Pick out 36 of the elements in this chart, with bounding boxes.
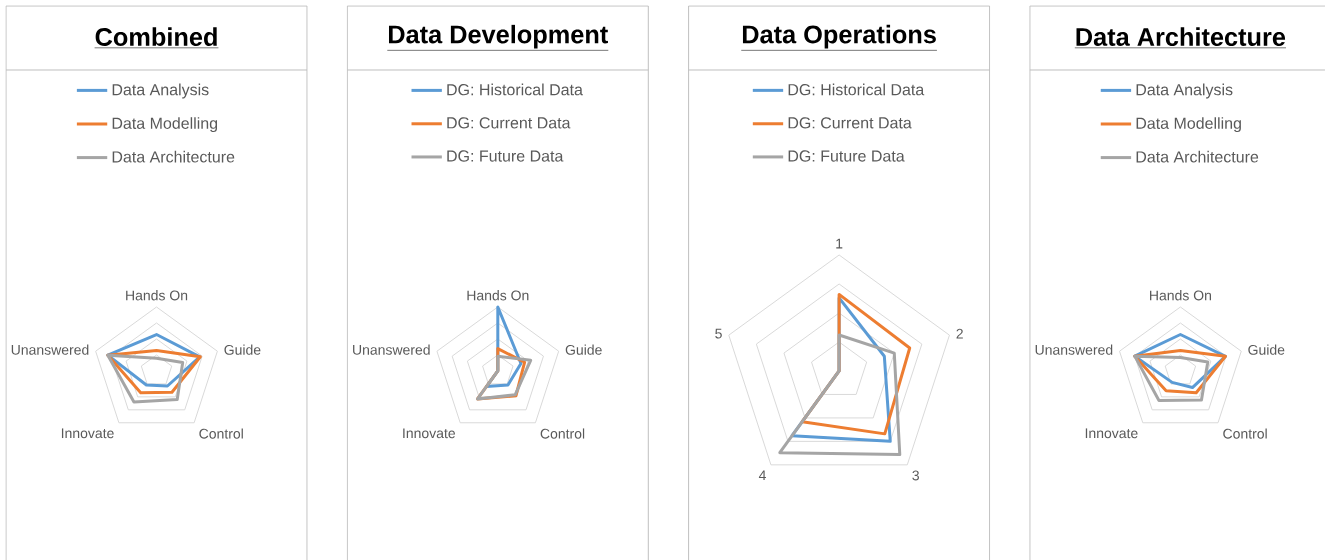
- spoke-label: Guide: [224, 344, 261, 355]
- spoke-label: Unanswered: [1035, 344, 1113, 355]
- chart-title: Data Development: [388, 24, 608, 49]
- legend-label: DG: Current Data: [447, 117, 571, 129]
- spoke-label: Control: [1223, 428, 1267, 439]
- legend-label: Data Analysis: [112, 83, 209, 99]
- spoke-label: Unanswered: [11, 344, 89, 355]
- spoke-label: Control: [540, 428, 585, 439]
- spoke-label: Innovate: [61, 428, 114, 439]
- spoke-label: Innovate: [1085, 428, 1138, 439]
- spoke-label: Hands On: [1150, 290, 1211, 301]
- chart-title: Data Operations: [742, 24, 936, 49]
- legend-label: DG: Historical Data: [788, 83, 925, 96]
- spoke-label: 3: [912, 470, 919, 481]
- spoke-label: 2: [956, 328, 963, 339]
- legend-label: Data Architecture: [1136, 150, 1259, 163]
- legend-label: DG: Historical Data: [447, 83, 583, 96]
- legend-label: DG: Future Data: [447, 150, 564, 162]
- legend-label: Data Modelling: [112, 117, 218, 133]
- spoke-label: 4: [758, 470, 766, 481]
- legend-label: DG: Future Data: [788, 150, 905, 162]
- legend-label: DG: Current Data: [788, 117, 912, 129]
- spoke-label: Innovate: [403, 428, 456, 439]
- spoke-label: Unanswered: [353, 344, 430, 355]
- spoke-label: 1: [836, 238, 843, 249]
- spoke-label: Control: [199, 428, 243, 439]
- legend-label: Data Analysis: [1136, 83, 1233, 99]
- legend-label: Data Architecture: [112, 150, 235, 163]
- spoke-label: Guide: [1248, 344, 1285, 355]
- chart-title: Combined: [95, 27, 217, 46]
- spoke-label: Hands On: [126, 290, 188, 301]
- legend-label: Data Modelling: [1136, 117, 1241, 133]
- spoke-label: 5: [715, 328, 722, 339]
- spoke-label: Hands On: [467, 290, 529, 301]
- chart-title: Data Architecture: [1076, 27, 1286, 46]
- spoke-label: Guide: [565, 344, 602, 355]
